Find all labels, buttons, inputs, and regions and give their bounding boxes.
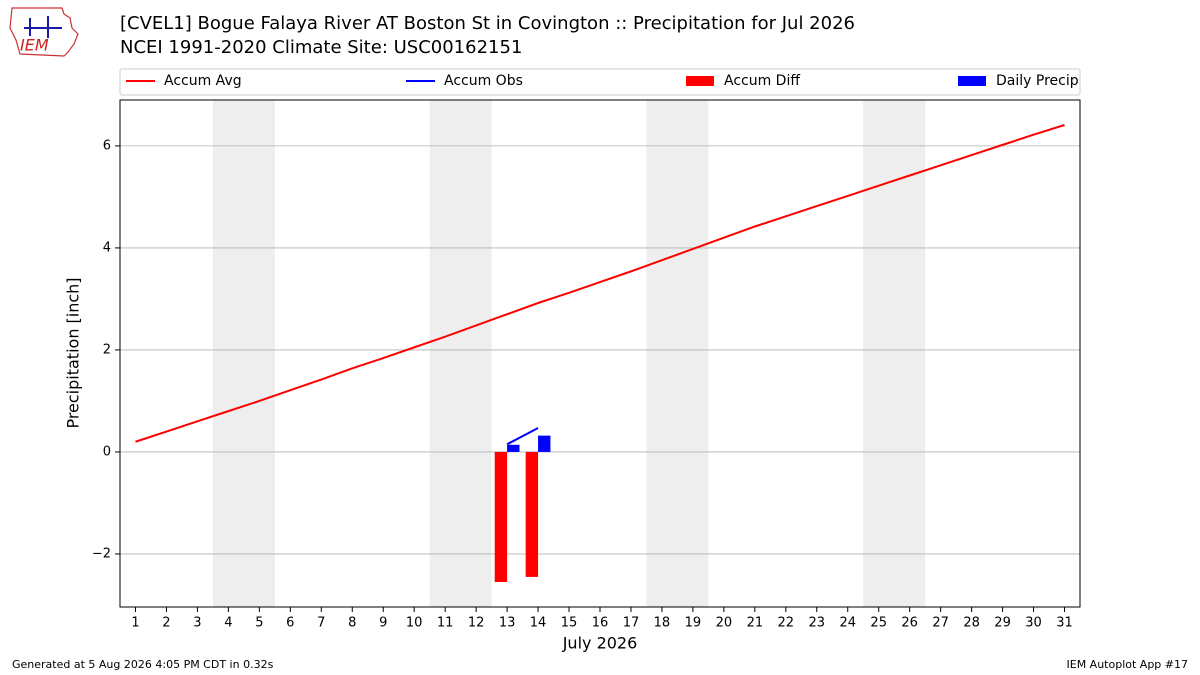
legend-swatch: [958, 76, 986, 86]
y-tick-label: 4: [103, 240, 111, 255]
x-axis-label: July 2026: [562, 634, 638, 653]
legend-label: Accum Diff: [724, 73, 800, 89]
x-tick-label: 14: [530, 616, 547, 631]
x-tick-label: 6: [286, 616, 294, 631]
x-tick-label: 29: [994, 616, 1011, 631]
footer-left: Generated at 5 Aug 2026 4:05 PM CDT in 0…: [12, 658, 274, 671]
x-tick-label: 26: [901, 616, 918, 631]
x-tick-label: 5: [255, 616, 263, 631]
x-tick-label: 4: [224, 616, 232, 631]
x-tick-label: 20: [716, 616, 733, 631]
x-tick-label: 13: [499, 616, 516, 631]
y-axis-label: Precipitation [inch]: [64, 277, 83, 428]
bar: [494, 451, 508, 583]
x-tick-label: 24: [839, 616, 856, 631]
legend: [119, 68, 1081, 96]
y-tick-label: 6: [103, 138, 111, 153]
bar: [507, 444, 520, 452]
legend-label: Daily Precip: [996, 73, 1079, 89]
x-tick-label: 27: [932, 616, 949, 631]
line-series: [135, 124, 1065, 443]
bar: [538, 435, 551, 452]
logo-outline: [9, 7, 79, 57]
weekend-band: [646, 100, 709, 607]
legend-label: Accum Obs: [444, 73, 523, 89]
x-tick-label: 31: [1056, 616, 1073, 631]
logo: IEM: [9, 7, 79, 57]
x-tick-label: 2: [162, 616, 170, 631]
x-tick-label: 21: [747, 616, 764, 631]
x-tick-label: 15: [561, 616, 578, 631]
chart-subtitle: NCEI 1991-2020 Climate Site: USC00162151: [120, 37, 522, 58]
x-tick-label: 7: [317, 616, 325, 631]
weekend-band: [429, 100, 492, 607]
x-tick-label: 9: [379, 616, 387, 631]
legend-label: Accum Avg: [164, 73, 242, 89]
y-tick-label: 2: [103, 342, 111, 357]
x-tick-label: 19: [685, 616, 702, 631]
x-tick-label: 3: [193, 616, 201, 631]
x-tick-label: 28: [963, 616, 980, 631]
x-tick-label: 17: [623, 616, 640, 631]
x-tick-label: 18: [654, 616, 671, 631]
legend-swatch: [686, 76, 714, 86]
weekend-band: [212, 100, 275, 607]
bar: [525, 451, 539, 577]
footer-right: IEM Autoplot App #17: [1067, 658, 1189, 671]
x-tick-label: 25: [870, 616, 887, 631]
x-tick-label: 23: [809, 616, 826, 631]
x-tick-label: 16: [592, 616, 609, 631]
x-tick-label: 8: [348, 616, 356, 631]
x-tick-label: 10: [406, 616, 423, 631]
chart-title: [CVEL1] Bogue Falaya River AT Boston St …: [120, 13, 855, 34]
x-tick-label: 11: [437, 616, 454, 631]
y-tick-label: −2: [92, 546, 111, 561]
x-tick-label: 22: [778, 616, 795, 631]
plot-frame: [119, 99, 1081, 608]
x-tick-label: 1: [131, 616, 139, 631]
line-series: [506, 427, 539, 446]
x-tick-label: 30: [1025, 616, 1042, 631]
x-tick-label: 12: [468, 616, 485, 631]
y-tick-label: 0: [103, 444, 111, 459]
logo-text: IEM: [20, 36, 49, 55]
weekend-band: [863, 100, 926, 607]
